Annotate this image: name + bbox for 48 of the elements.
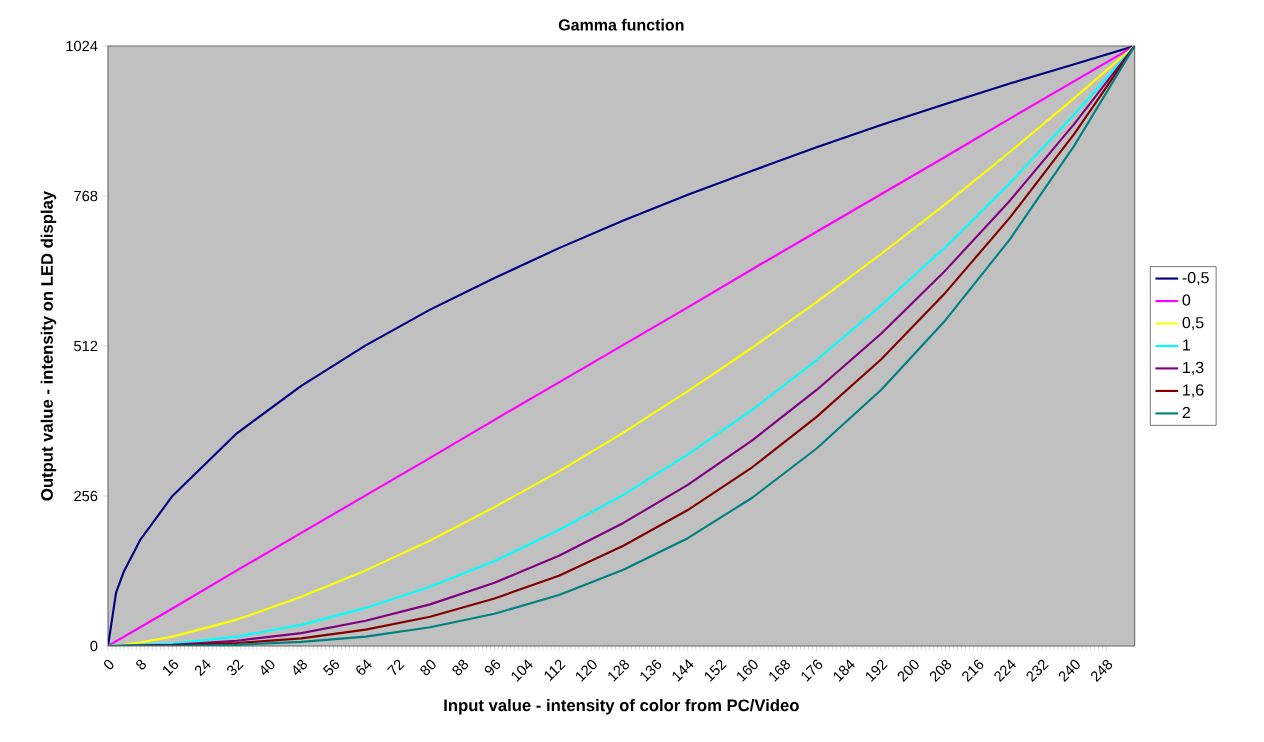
x-tick-label: 232 xyxy=(1026,659,1049,682)
x-tick-label: 208 xyxy=(929,659,952,682)
x-tick-label: 176 xyxy=(801,659,823,682)
y-tick-label: 0 xyxy=(90,640,98,652)
legend-label: 0,5 xyxy=(1182,316,1204,331)
y-axis-title: Output value - intensity on LED display xyxy=(40,190,57,501)
legend-label: 2 xyxy=(1182,406,1190,419)
x-tick-label: 248 xyxy=(1090,659,1113,682)
legend-label: 1,3 xyxy=(1183,361,1204,376)
x-tick-label: 96 xyxy=(484,659,501,676)
x-tick-label: 112 xyxy=(544,659,566,681)
x-tick-label: 224 xyxy=(994,659,1016,682)
x-tick-label: 104 xyxy=(511,659,533,682)
x-tick-label: 120 xyxy=(576,659,597,682)
legend-label: 1 xyxy=(1183,339,1191,351)
x-axis-title: Input value - intensity of color from PC/Video xyxy=(444,698,799,715)
x-tick-label: 216 xyxy=(962,659,984,682)
y-tick-label: 768 xyxy=(74,190,98,202)
x-tick-label: 0 xyxy=(104,659,114,670)
y-tick-label: 256 xyxy=(74,490,98,502)
x-tick-label: 240 xyxy=(1058,659,1080,682)
x-tick-label: 144 xyxy=(672,659,694,682)
x-tick-label: 168 xyxy=(769,659,791,682)
x-tick-label: 128 xyxy=(608,659,630,682)
x-tick-label: 136 xyxy=(640,659,662,682)
x-tick-label: 64 xyxy=(356,659,372,675)
legend-label: -0,5 xyxy=(1182,271,1209,286)
x-tick-label: 152 xyxy=(704,659,727,682)
x-tick-label: 80 xyxy=(420,659,436,676)
chart-title: Gamma function xyxy=(558,18,684,31)
x-tick-label: 88 xyxy=(452,659,469,676)
legend-label: 1,6 xyxy=(1183,384,1204,398)
x-tick-label: 192 xyxy=(865,659,888,682)
x-tick-label: 40 xyxy=(261,659,275,675)
x-tick-label: 48 xyxy=(293,659,307,675)
x-tick-label: 56 xyxy=(322,659,340,676)
x-tick-label: 8 xyxy=(136,659,146,670)
x-tick-label: 160 xyxy=(737,659,758,682)
line-series xyxy=(108,45,1135,646)
x-tick-label: 32 xyxy=(227,659,244,676)
x-tick-label: 200 xyxy=(897,659,919,682)
x-tick-label: 184 xyxy=(833,659,855,682)
y-tick-label: 512 xyxy=(74,340,98,352)
x-tick-label: 72 xyxy=(386,659,405,675)
x-tick-label: 24 xyxy=(194,659,211,677)
legend-label: 0 xyxy=(1182,294,1191,306)
x-tick-label: 16 xyxy=(163,659,179,676)
y-tick-label: 1024 xyxy=(66,40,98,52)
